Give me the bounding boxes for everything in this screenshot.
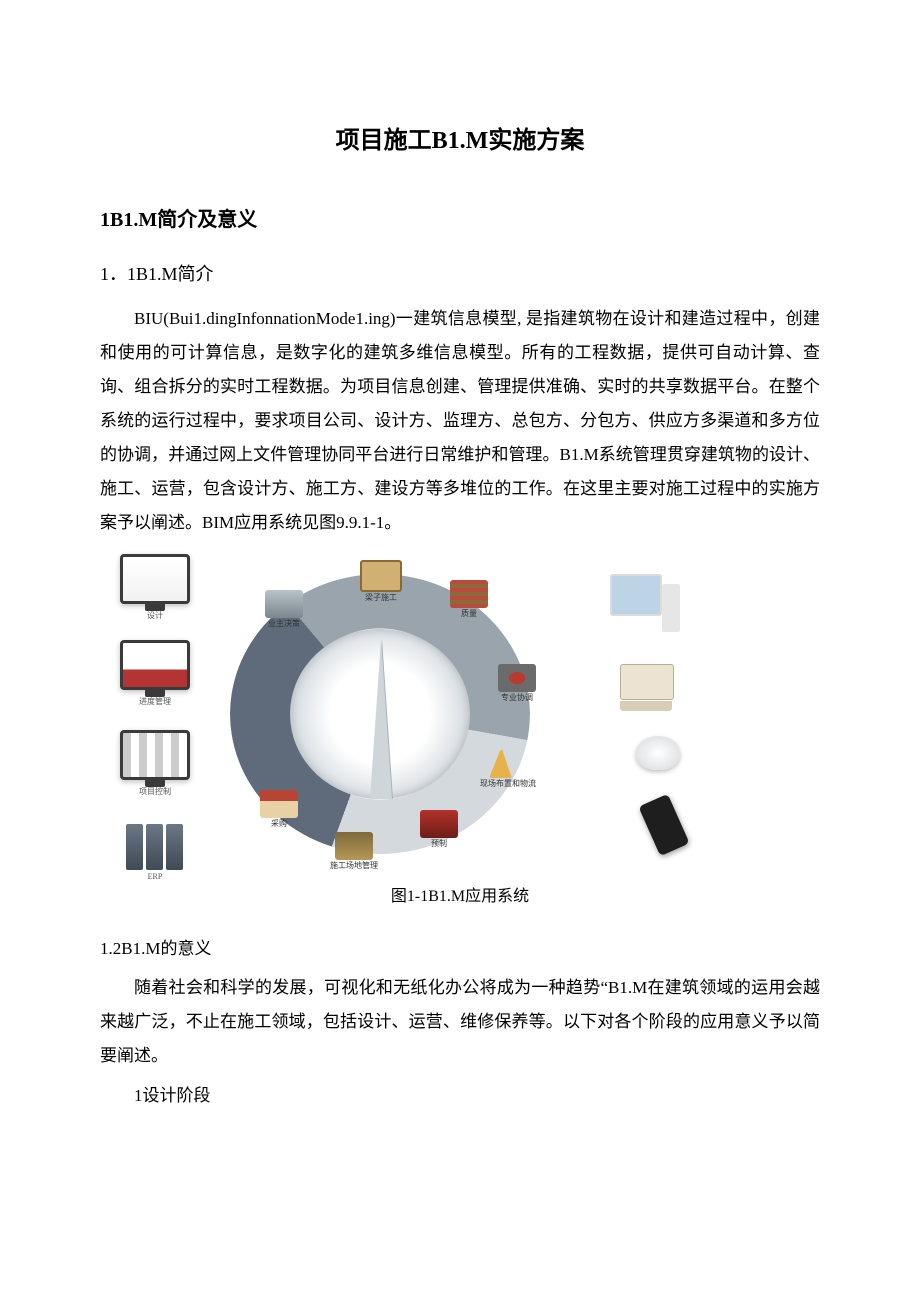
left-label-4: ERP [120, 872, 190, 881]
pda-icon [620, 664, 680, 708]
left-label-2: 进度管理 [120, 696, 190, 707]
figure-image: 设计 进度管理 项目控制 ERP 业主决策 梁子施工 质量 专业协调 现场布置和… [120, 554, 680, 874]
monitor-icon [120, 554, 200, 604]
body-paragraph: BIU(Bui1.dingInfonnationMode1.ing)一建筑信息模… [100, 302, 820, 540]
body-paragraph: 随着社会和科学的发展，可视化和无纸化办公将成为一种趋势“B1.M在建筑领域的运用… [100, 971, 820, 1073]
left-label-1: 设计 [120, 610, 190, 621]
periph-item: 专业协调 [498, 664, 536, 703]
tower-icon [370, 639, 392, 799]
periph-label: 业主决策 [265, 620, 303, 629]
monitor-icon [120, 730, 200, 780]
server-icon [126, 824, 186, 870]
left-label-3: 项目控制 [120, 786, 190, 797]
periph-label: 施工场地管理 [330, 862, 378, 871]
periph-item: 采购 [260, 790, 298, 829]
page-title: 项目施工B1.M实施方案 [100, 120, 820, 155]
monitor-icon [120, 640, 200, 690]
periph-item: 现场布置和物流 [480, 750, 536, 789]
section-heading: 1B1.M简介及意义 [100, 203, 820, 232]
desktop-icon [610, 574, 680, 634]
periph-label: 现场布置和物流 [480, 780, 536, 789]
mouse-icon [636, 736, 680, 770]
figure-bim-system: 设计 进度管理 项目控制 ERP 业主决策 梁子施工 质量 专业协调 现场布置和… [100, 554, 820, 924]
periph-label: 预制 [420, 840, 458, 849]
periph-item: 预制 [420, 810, 458, 849]
periph-label: 质量 [450, 610, 488, 619]
phone-icon [638, 794, 689, 856]
periph-label: 专业协调 [498, 694, 536, 703]
document-page: 项目施工B1.M实施方案 1B1.M简介及意义 1．1B1.M简介 BIU(Bu… [0, 0, 920, 1301]
periph-item: 业主决策 [265, 590, 303, 629]
figure-caption: 图1-1B1.M应用系统 [100, 882, 820, 906]
periph-label: 采购 [260, 820, 298, 829]
sub-subsection-heading: 1设计阶段 [100, 1081, 820, 1106]
subsection-heading: 1.2B1.M的意义 [100, 934, 820, 959]
periph-label: 梁子施工 [360, 594, 402, 603]
periph-item: 质量 [450, 580, 488, 619]
subsection-heading: 1．1B1.M简介 [100, 260, 820, 286]
periph-item: 施工场地管理 [330, 832, 378, 871]
periph-item: 梁子施工 [360, 560, 402, 603]
